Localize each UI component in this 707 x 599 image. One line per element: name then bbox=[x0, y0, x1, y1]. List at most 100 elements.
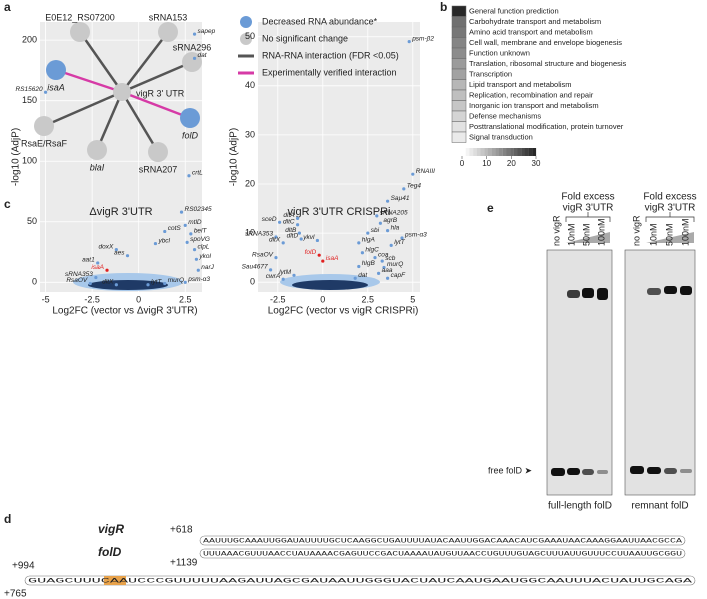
point bbox=[94, 275, 98, 280]
lane-label: 100nM bbox=[596, 218, 606, 246]
edge bbox=[121, 90, 191, 120]
plot-background bbox=[258, 22, 420, 292]
heat-cell bbox=[451, 16, 467, 28]
lane-label: no vigR bbox=[631, 215, 641, 246]
heat-label: Amino acid transport and metabolism bbox=[469, 27, 593, 36]
point bbox=[366, 231, 370, 235]
point bbox=[43, 90, 48, 94]
colorbar-label: 0 bbox=[460, 159, 465, 168]
point-label: murQ bbox=[168, 277, 184, 284]
heat-cell bbox=[451, 5, 467, 17]
colorbar bbox=[517, 148, 522, 156]
node-label: sRNA296 bbox=[173, 42, 212, 52]
point-label: narJ bbox=[201, 264, 214, 271]
point-label: RsaOV bbox=[252, 251, 274, 258]
y-tick-label: 200 bbox=[22, 35, 37, 45]
strand-label: folD bbox=[98, 545, 122, 559]
colorbar bbox=[495, 148, 500, 156]
colorbar bbox=[521, 148, 525, 156]
heat-cell bbox=[451, 131, 467, 143]
point-label: dltX bbox=[102, 278, 114, 285]
colorbar-label: 20 bbox=[507, 159, 516, 168]
x-tick-label: 5 bbox=[410, 294, 415, 304]
point-label: dltB bbox=[285, 227, 297, 234]
colorbar-label: 30 bbox=[532, 159, 541, 168]
y-tick-label: 50 bbox=[245, 31, 255, 41]
point bbox=[192, 56, 197, 60]
strand-track bbox=[24, 575, 696, 586]
point-label: mtlD bbox=[188, 219, 202, 226]
node bbox=[87, 140, 107, 160]
point bbox=[274, 235, 278, 239]
x-tick-label: 0 bbox=[136, 294, 141, 304]
bracket bbox=[565, 212, 611, 222]
node bbox=[70, 22, 90, 42]
point bbox=[114, 283, 118, 287]
point-label: RNAIII bbox=[416, 168, 435, 175]
point-label: psm-β2 bbox=[411, 35, 434, 42]
point-label: ybcl bbox=[157, 237, 170, 244]
point-label: aes bbox=[114, 249, 125, 256]
node bbox=[113, 83, 131, 101]
point-label: sRNA205 bbox=[380, 210, 408, 217]
point-label: RS15620 bbox=[15, 86, 42, 93]
point-label: hlgA bbox=[362, 237, 375, 244]
point-cloud-core bbox=[292, 280, 368, 290]
panel-label: e bbox=[487, 201, 494, 215]
point-label: agrB bbox=[383, 217, 397, 224]
gel-header: Fold excess bbox=[643, 192, 696, 203]
gradient-wedge bbox=[566, 232, 610, 243]
bracket bbox=[645, 212, 695, 222]
point bbox=[378, 221, 382, 225]
colorbar bbox=[462, 148, 466, 156]
heat-cell bbox=[451, 37, 467, 49]
x-axis-label: Log2FC (vector vs vigR CRISPRi) bbox=[268, 306, 419, 317]
point-label: dltX bbox=[269, 237, 281, 244]
point bbox=[194, 257, 199, 261]
y-tick-label: 0 bbox=[250, 277, 255, 287]
point bbox=[192, 32, 197, 36]
point bbox=[183, 280, 187, 284]
point bbox=[373, 256, 377, 260]
edge bbox=[55, 68, 123, 94]
point-label: capF bbox=[391, 272, 406, 279]
point-label: dltA bbox=[283, 212, 294, 219]
position-label: +765 bbox=[4, 589, 27, 599]
point-label: sbi bbox=[371, 227, 380, 234]
lane-label: no vigR bbox=[551, 215, 561, 246]
legend-label: Decreased RNA abundance* bbox=[262, 16, 378, 26]
colorbar bbox=[524, 148, 529, 156]
point bbox=[125, 254, 130, 258]
colorbar bbox=[510, 148, 514, 156]
lane-label: 100nM bbox=[680, 218, 690, 246]
colorbar bbox=[499, 148, 503, 156]
heat-cell bbox=[451, 26, 467, 38]
point-label: crtL bbox=[192, 169, 203, 176]
lane-label: 10nM bbox=[648, 223, 658, 246]
colorbar bbox=[513, 148, 518, 156]
point bbox=[317, 253, 321, 257]
point bbox=[274, 256, 278, 260]
y-tick-label: 30 bbox=[245, 129, 255, 139]
point-cloud-core bbox=[88, 280, 168, 290]
point bbox=[163, 229, 167, 234]
point bbox=[292, 273, 296, 277]
point bbox=[297, 231, 301, 235]
heat-label: Signal transduction bbox=[469, 132, 533, 141]
colorbar bbox=[528, 148, 533, 156]
plot-background bbox=[40, 22, 202, 292]
lane-label: 10nM bbox=[566, 223, 576, 246]
point bbox=[179, 210, 184, 214]
point bbox=[375, 214, 379, 218]
node bbox=[158, 22, 178, 42]
heat-label: General function prediction bbox=[469, 6, 559, 15]
point bbox=[380, 259, 384, 263]
edge bbox=[78, 31, 124, 93]
point bbox=[321, 259, 325, 263]
point bbox=[400, 236, 404, 240]
sequence: UUUAAACGUUUAACCUAUAAAACGAGUUCCGACUAAAAUA… bbox=[203, 551, 682, 558]
node-label: isaA bbox=[47, 82, 65, 92]
point bbox=[357, 241, 361, 245]
gel-annotation: free folD ➤ bbox=[488, 465, 533, 475]
gel-header: vigR 3'UTR bbox=[563, 203, 614, 214]
